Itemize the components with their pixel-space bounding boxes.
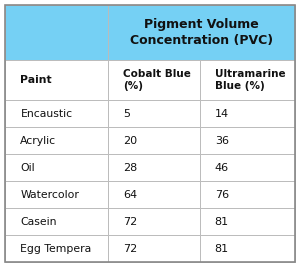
Bar (5, 181, 108, 208)
Bar (108, 181, 200, 208)
Bar (108, 154, 200, 181)
Bar (200, 127, 295, 154)
Text: Ultramarine
Blue (%): Ultramarine Blue (%) (215, 69, 285, 91)
Bar (5, 100, 108, 127)
Bar (200, 208, 295, 235)
Text: Casein: Casein (20, 217, 57, 227)
Text: 81: 81 (215, 244, 229, 254)
Text: 14: 14 (215, 109, 229, 119)
Bar (108, 235, 200, 262)
Bar (200, 154, 295, 181)
Bar (108, 127, 200, 154)
Bar (108, 208, 200, 235)
Text: Cobalt Blue
(%): Cobalt Blue (%) (123, 69, 191, 91)
Text: 72: 72 (123, 217, 137, 227)
Bar (200, 181, 295, 208)
Text: 72: 72 (123, 244, 137, 254)
Bar (5, 5, 108, 60)
Bar (108, 60, 200, 100)
Text: Egg Tempera: Egg Tempera (20, 244, 92, 254)
Text: 20: 20 (123, 136, 137, 146)
Text: Watercolor: Watercolor (20, 190, 79, 200)
Text: Encaustic: Encaustic (20, 109, 73, 119)
Text: 81: 81 (215, 217, 229, 227)
Bar (5, 208, 108, 235)
Bar (200, 100, 295, 127)
Text: Acrylic: Acrylic (20, 136, 56, 146)
Text: 5: 5 (123, 109, 130, 119)
Text: 28: 28 (123, 163, 137, 172)
Text: Oil: Oil (20, 163, 35, 172)
Bar (5, 60, 108, 100)
Text: 46: 46 (215, 163, 229, 172)
Bar (108, 5, 295, 60)
Text: 36: 36 (215, 136, 229, 146)
Text: 64: 64 (123, 190, 137, 200)
Bar (5, 127, 108, 154)
Bar (200, 235, 295, 262)
Bar (200, 60, 295, 100)
Bar (108, 100, 200, 127)
Bar (5, 154, 108, 181)
Bar (5, 235, 108, 262)
Text: 76: 76 (215, 190, 229, 200)
Text: Pigment Volume
Concentration (PVC): Pigment Volume Concentration (PVC) (130, 18, 273, 47)
Text: Paint: Paint (20, 75, 52, 85)
